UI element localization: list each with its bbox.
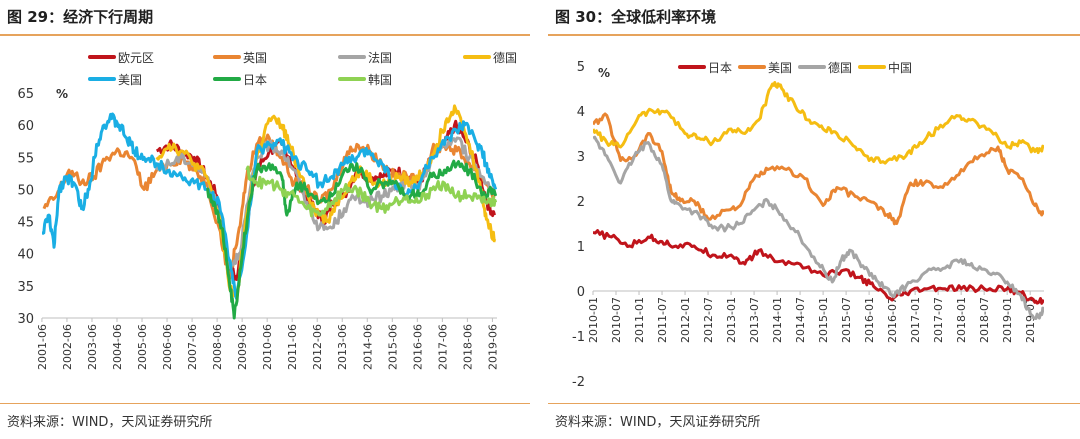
x-tick-label: 2016-06 bbox=[411, 324, 424, 370]
left-chart-panel: 图 29：经济下行周期 30 35 40 45 50 55 60 65% 2001-06 2002… bbox=[0, 0, 530, 439]
x-tick-label: 2016-01 bbox=[863, 297, 876, 343]
y-tick-label: 2 bbox=[577, 195, 585, 210]
y-tick-label: 3 bbox=[577, 150, 585, 165]
y-tick-label: 45 bbox=[17, 216, 34, 231]
y-tick-label: 5 bbox=[577, 60, 585, 75]
unit-label: % bbox=[598, 66, 610, 80]
x-tick-label: 2001-06 bbox=[36, 324, 49, 370]
x-tick-label: 2013-01 bbox=[725, 297, 738, 343]
x-tick-label: 2006-06 bbox=[161, 324, 174, 370]
y-tick-label: 30 bbox=[17, 312, 34, 327]
y-tick-label: 40 bbox=[17, 248, 34, 263]
x-tick-label: 2002-06 bbox=[61, 324, 74, 370]
source-divider bbox=[0, 403, 530, 404]
x-tick-label: 2019-01 bbox=[1001, 297, 1014, 343]
x-tick-label: 2005-06 bbox=[136, 324, 149, 370]
x-tick-label: 2012-01 bbox=[679, 297, 692, 343]
x-tick-label: 2017-06 bbox=[436, 324, 449, 370]
x-tick-label: 2014-06 bbox=[361, 324, 374, 370]
legend-label: 英国 bbox=[243, 51, 267, 65]
y-tick-label: 1 bbox=[577, 240, 585, 255]
interest-rate-chart: -2 -1 0 1 2 3 4 5 % 2010-01 2010-07 2011-01 2011-07 2… bbox=[572, 60, 1044, 390]
x-tick-label: 2008-06 bbox=[211, 324, 224, 370]
x-tick-label: 2013-07 bbox=[748, 297, 761, 343]
x-tick-label: 2007-06 bbox=[186, 324, 199, 370]
x-tick-label: 2018-01 bbox=[955, 297, 968, 343]
legend-label: 美国 bbox=[118, 73, 142, 87]
chart-title: 图 29：经济下行周期 bbox=[7, 8, 154, 26]
series-line-4 bbox=[593, 81, 1044, 165]
legend-label: 韩国 bbox=[368, 72, 392, 87]
x-tick-label: 2004-06 bbox=[111, 324, 124, 370]
x-tick-label: 2010-01 bbox=[587, 297, 600, 343]
legend-label: 日本 bbox=[243, 73, 267, 87]
x-tick-label: 2011-01 bbox=[633, 297, 646, 343]
x-tick-label: 2009-06 bbox=[236, 324, 249, 370]
source-note: 资料来源：WIND，天风证券研究所 bbox=[7, 415, 213, 430]
x-tick-label: 2017-07 bbox=[932, 297, 945, 343]
x-tick-label: 2018-07 bbox=[978, 297, 991, 343]
x-tick-label: 2003-06 bbox=[86, 324, 99, 370]
series-line-7 bbox=[245, 165, 497, 218]
series-line-3 bbox=[593, 135, 1044, 320]
x-tick-label: 2017-01 bbox=[909, 297, 922, 343]
y-tick-label: -2 bbox=[572, 375, 585, 390]
series-line-6 bbox=[206, 159, 497, 320]
y-tick-label: 4 bbox=[577, 105, 585, 120]
legend-label: 美国 bbox=[768, 61, 792, 75]
legend-label: 法国 bbox=[368, 51, 392, 65]
x-tick-label: 2010-07 bbox=[610, 297, 623, 343]
x-tick-label: 2015-06 bbox=[386, 324, 399, 370]
legend-label: 欧元区 bbox=[118, 51, 154, 65]
x-tick-label: 2011-06 bbox=[286, 324, 299, 370]
unit-label: % bbox=[56, 87, 68, 101]
x-tick-label: 2010-06 bbox=[261, 324, 274, 370]
legend-label: 德国 bbox=[493, 50, 517, 65]
legend-label: 中国 bbox=[888, 60, 912, 75]
y-tick-label: 60 bbox=[17, 119, 34, 134]
y-tick-label: -1 bbox=[572, 330, 585, 345]
x-tick-label: 2012-07 bbox=[702, 297, 715, 343]
x-tick-label: 2013-06 bbox=[336, 324, 349, 370]
series-line-5 bbox=[42, 112, 497, 301]
series-line-1 bbox=[593, 229, 1044, 305]
source-divider bbox=[548, 403, 1080, 404]
x-tick-label: 2014-01 bbox=[771, 297, 784, 343]
title-divider bbox=[0, 34, 530, 36]
x-tick-label: 2011-07 bbox=[656, 297, 669, 343]
y-tick-label: 0 bbox=[577, 285, 585, 300]
right-chart-panel: 图 30：全球低利率环境 -2 -1 0 1 2 3 4 5% 2010-01 2010-07 20… bbox=[548, 0, 1080, 439]
x-tick-label: 2016-07 bbox=[886, 297, 899, 343]
x-tick-label: 2015-01 bbox=[817, 297, 830, 343]
economic-cycle-chart: 30 35 40 45 50 55 60 65 % 2001-06 2002-06 2003-06 20… bbox=[17, 50, 517, 370]
x-tick-label: 2019-06 bbox=[486, 324, 499, 370]
source-note: 资料来源：WIND，天风证券研究所 bbox=[555, 415, 761, 430]
chart-title: 图 30：全球低利率环境 bbox=[555, 8, 717, 26]
y-tick-label: 65 bbox=[17, 87, 34, 102]
title-divider bbox=[548, 34, 1080, 36]
series-line-2 bbox=[42, 133, 496, 281]
x-tick-label: 2015-07 bbox=[840, 297, 853, 343]
y-tick-label: 55 bbox=[17, 151, 34, 166]
y-tick-label: 35 bbox=[17, 280, 34, 295]
legend-label: 德国 bbox=[828, 60, 852, 75]
x-tick-label: 2012-06 bbox=[311, 324, 324, 370]
legend-label: 日本 bbox=[708, 61, 732, 75]
series-line-2 bbox=[593, 112, 1044, 226]
x-tick-label: 2018-06 bbox=[461, 324, 474, 370]
y-tick-label: 50 bbox=[17, 183, 34, 198]
x-tick-label: 2014-07 bbox=[794, 297, 807, 343]
